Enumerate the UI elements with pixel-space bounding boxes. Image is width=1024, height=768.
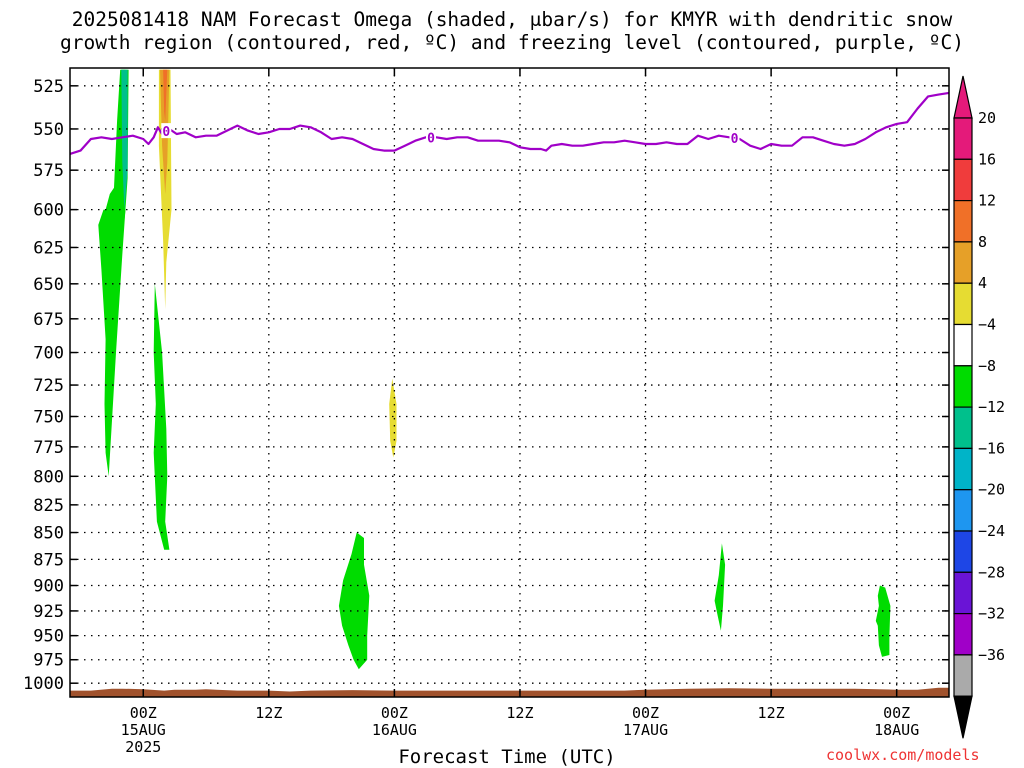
x-tick-date: 17AUG (623, 721, 668, 739)
y-tick-label: 850 (33, 524, 64, 544)
y-tick-label: 575 (33, 161, 64, 181)
colorbar-segment (953, 282, 973, 326)
terrain-fill (70, 687, 949, 697)
omega-region (121, 69, 128, 210)
omega-region (875, 585, 891, 657)
x-tick-label: 00Z (883, 704, 910, 722)
plot-frame (69, 67, 950, 698)
terrain-layer (70, 687, 949, 697)
colorbar-label: −32 (978, 605, 1005, 623)
colorbar-label: 4 (978, 274, 987, 292)
title-line-2: growth region (contoured, red, ºC) and f… (60, 31, 964, 54)
y-tick-label: 950 (33, 627, 64, 647)
omega-region (338, 532, 370, 670)
colorbar-label: 16 (978, 150, 996, 168)
colorbar-segment (953, 200, 973, 243)
colorbar-label: −16 (978, 439, 1005, 457)
colorbar-segment (953, 530, 973, 573)
colorbar-label: 8 (978, 233, 987, 251)
x-tick-date: 18AUG (874, 721, 919, 739)
y-tick-label: 625 (33, 238, 64, 258)
x-tick-label: 12Z (255, 704, 282, 722)
x-axis-label: Forecast Time (UTC) (398, 746, 616, 768)
x-tick-year: 2025 (125, 738, 161, 756)
title-line-1: 2025081418 NAM Forecast Omega (shaded, μ… (71, 8, 953, 31)
colorbar-label: −20 (978, 481, 1005, 499)
y-axis: 525 550 575 600 625 650 675 700 725 750 775 800 825 8… (23, 77, 949, 694)
y-tick-label: 800 (33, 467, 64, 487)
y-tick-label: 975 (33, 651, 64, 671)
freezing-level-label: 0 (731, 132, 739, 147)
colorbar-segment (953, 406, 973, 450)
colorbar-label: 20 (978, 109, 996, 127)
colorbar-top-arrow (953, 75, 973, 119)
x-tick-label: 00Z (381, 704, 408, 722)
y-tick-label: 900 (33, 577, 64, 597)
colorbar-segment (953, 323, 973, 367)
y-tick-label: 550 (33, 120, 64, 140)
colorbar-segment (953, 489, 973, 532)
colorbar-label: −4 (978, 316, 996, 334)
freezing-level-label: 0 (427, 131, 435, 146)
freezing-label-bg (729, 130, 740, 146)
x-tick-date: 16AUG (372, 721, 417, 739)
y-tick-label: 700 (33, 344, 64, 364)
colorbar-label: 12 (978, 192, 996, 210)
y-tick-label: 1000 (23, 674, 64, 694)
freezing-level-layer: 0 0 0 (69, 91, 950, 155)
y-tick-label: 925 (33, 602, 64, 622)
x-tick-label: 00Z (632, 704, 659, 722)
grid-lines (70, 68, 949, 697)
y-tick-label: 875 (33, 550, 64, 570)
colorbar-segment (953, 158, 973, 202)
y-tick-label: 650 (33, 275, 64, 295)
omega-region (163, 69, 168, 121)
x-tick-label: 12Z (506, 704, 533, 722)
freezing-label-bg (426, 129, 437, 145)
colorbar-label: −12 (978, 398, 1005, 416)
colorbar-segment (953, 571, 973, 615)
y-tick-label: 600 (33, 201, 64, 221)
y-tick-label: 750 (33, 407, 64, 427)
y-tick-label: 675 (33, 310, 64, 330)
colorbar-segment (953, 447, 973, 491)
colorbar-label: −8 (978, 357, 996, 375)
x-tick-label: 12Z (758, 704, 785, 722)
omega-region (714, 543, 726, 631)
colorbar-segment (953, 241, 973, 284)
colorbar-segment (953, 612, 973, 656)
colorbar-segment (953, 365, 973, 408)
freezing-level-label: 0 (162, 125, 170, 140)
y-tick-label: 725 (33, 376, 64, 396)
colorbar-segment (953, 654, 973, 697)
credit-text: coolwx.com/models (826, 746, 980, 764)
freezing-label-bg (161, 123, 172, 139)
colorbar: 20 16 12 8 4 −4 −8 −12 −16 −20 −24 −28 −32 −36 (953, 75, 1005, 739)
freezing-level-line (69, 91, 950, 155)
colorbar-label: −24 (978, 522, 1005, 540)
colorbar-label: −36 (978, 646, 1005, 664)
chart-title: 2025081418 NAM Forecast Omega (shaded, μ… (0, 8, 1024, 54)
colorbar-bottom-arrow (953, 695, 973, 739)
x-tick-label: 00Z (130, 704, 157, 722)
y-tick-label: 775 (33, 438, 64, 458)
omega-region (389, 378, 397, 458)
y-tick-label: 525 (33, 77, 64, 97)
y-tick-label: 825 (33, 496, 64, 516)
colorbar-segment (953, 117, 973, 160)
x-tick-date: 15AUG (121, 721, 166, 739)
colorbar-label: −28 (978, 563, 1005, 581)
